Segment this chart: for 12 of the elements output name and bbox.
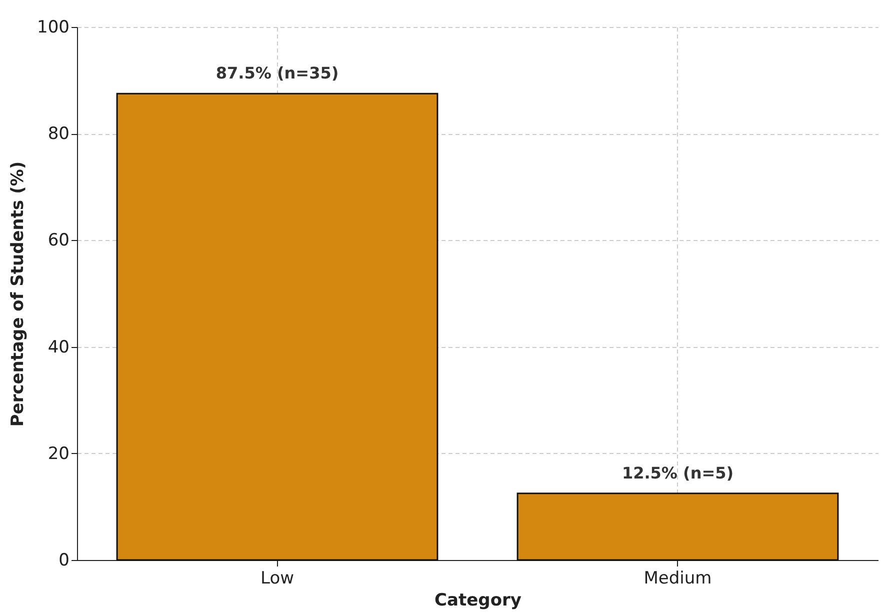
y-tick-label: 20	[48, 444, 70, 464]
y-tick-label: 80	[48, 124, 70, 144]
x-tick-label: Medium	[644, 568, 712, 588]
y-tick-label: 40	[48, 337, 70, 358]
x-axis-title: Category	[434, 590, 522, 610]
y-tick-label: 60	[48, 230, 70, 251]
x-tick-label: Low	[260, 568, 294, 588]
y-tick-label: 0	[58, 550, 70, 570]
data-label: 12.5% (n=5)	[622, 463, 734, 482]
data-label: 87.5% (n=35)	[216, 64, 339, 83]
y-tick-label: 100	[37, 18, 70, 38]
y-axis-title: Percentage of Students (%)	[8, 161, 28, 427]
